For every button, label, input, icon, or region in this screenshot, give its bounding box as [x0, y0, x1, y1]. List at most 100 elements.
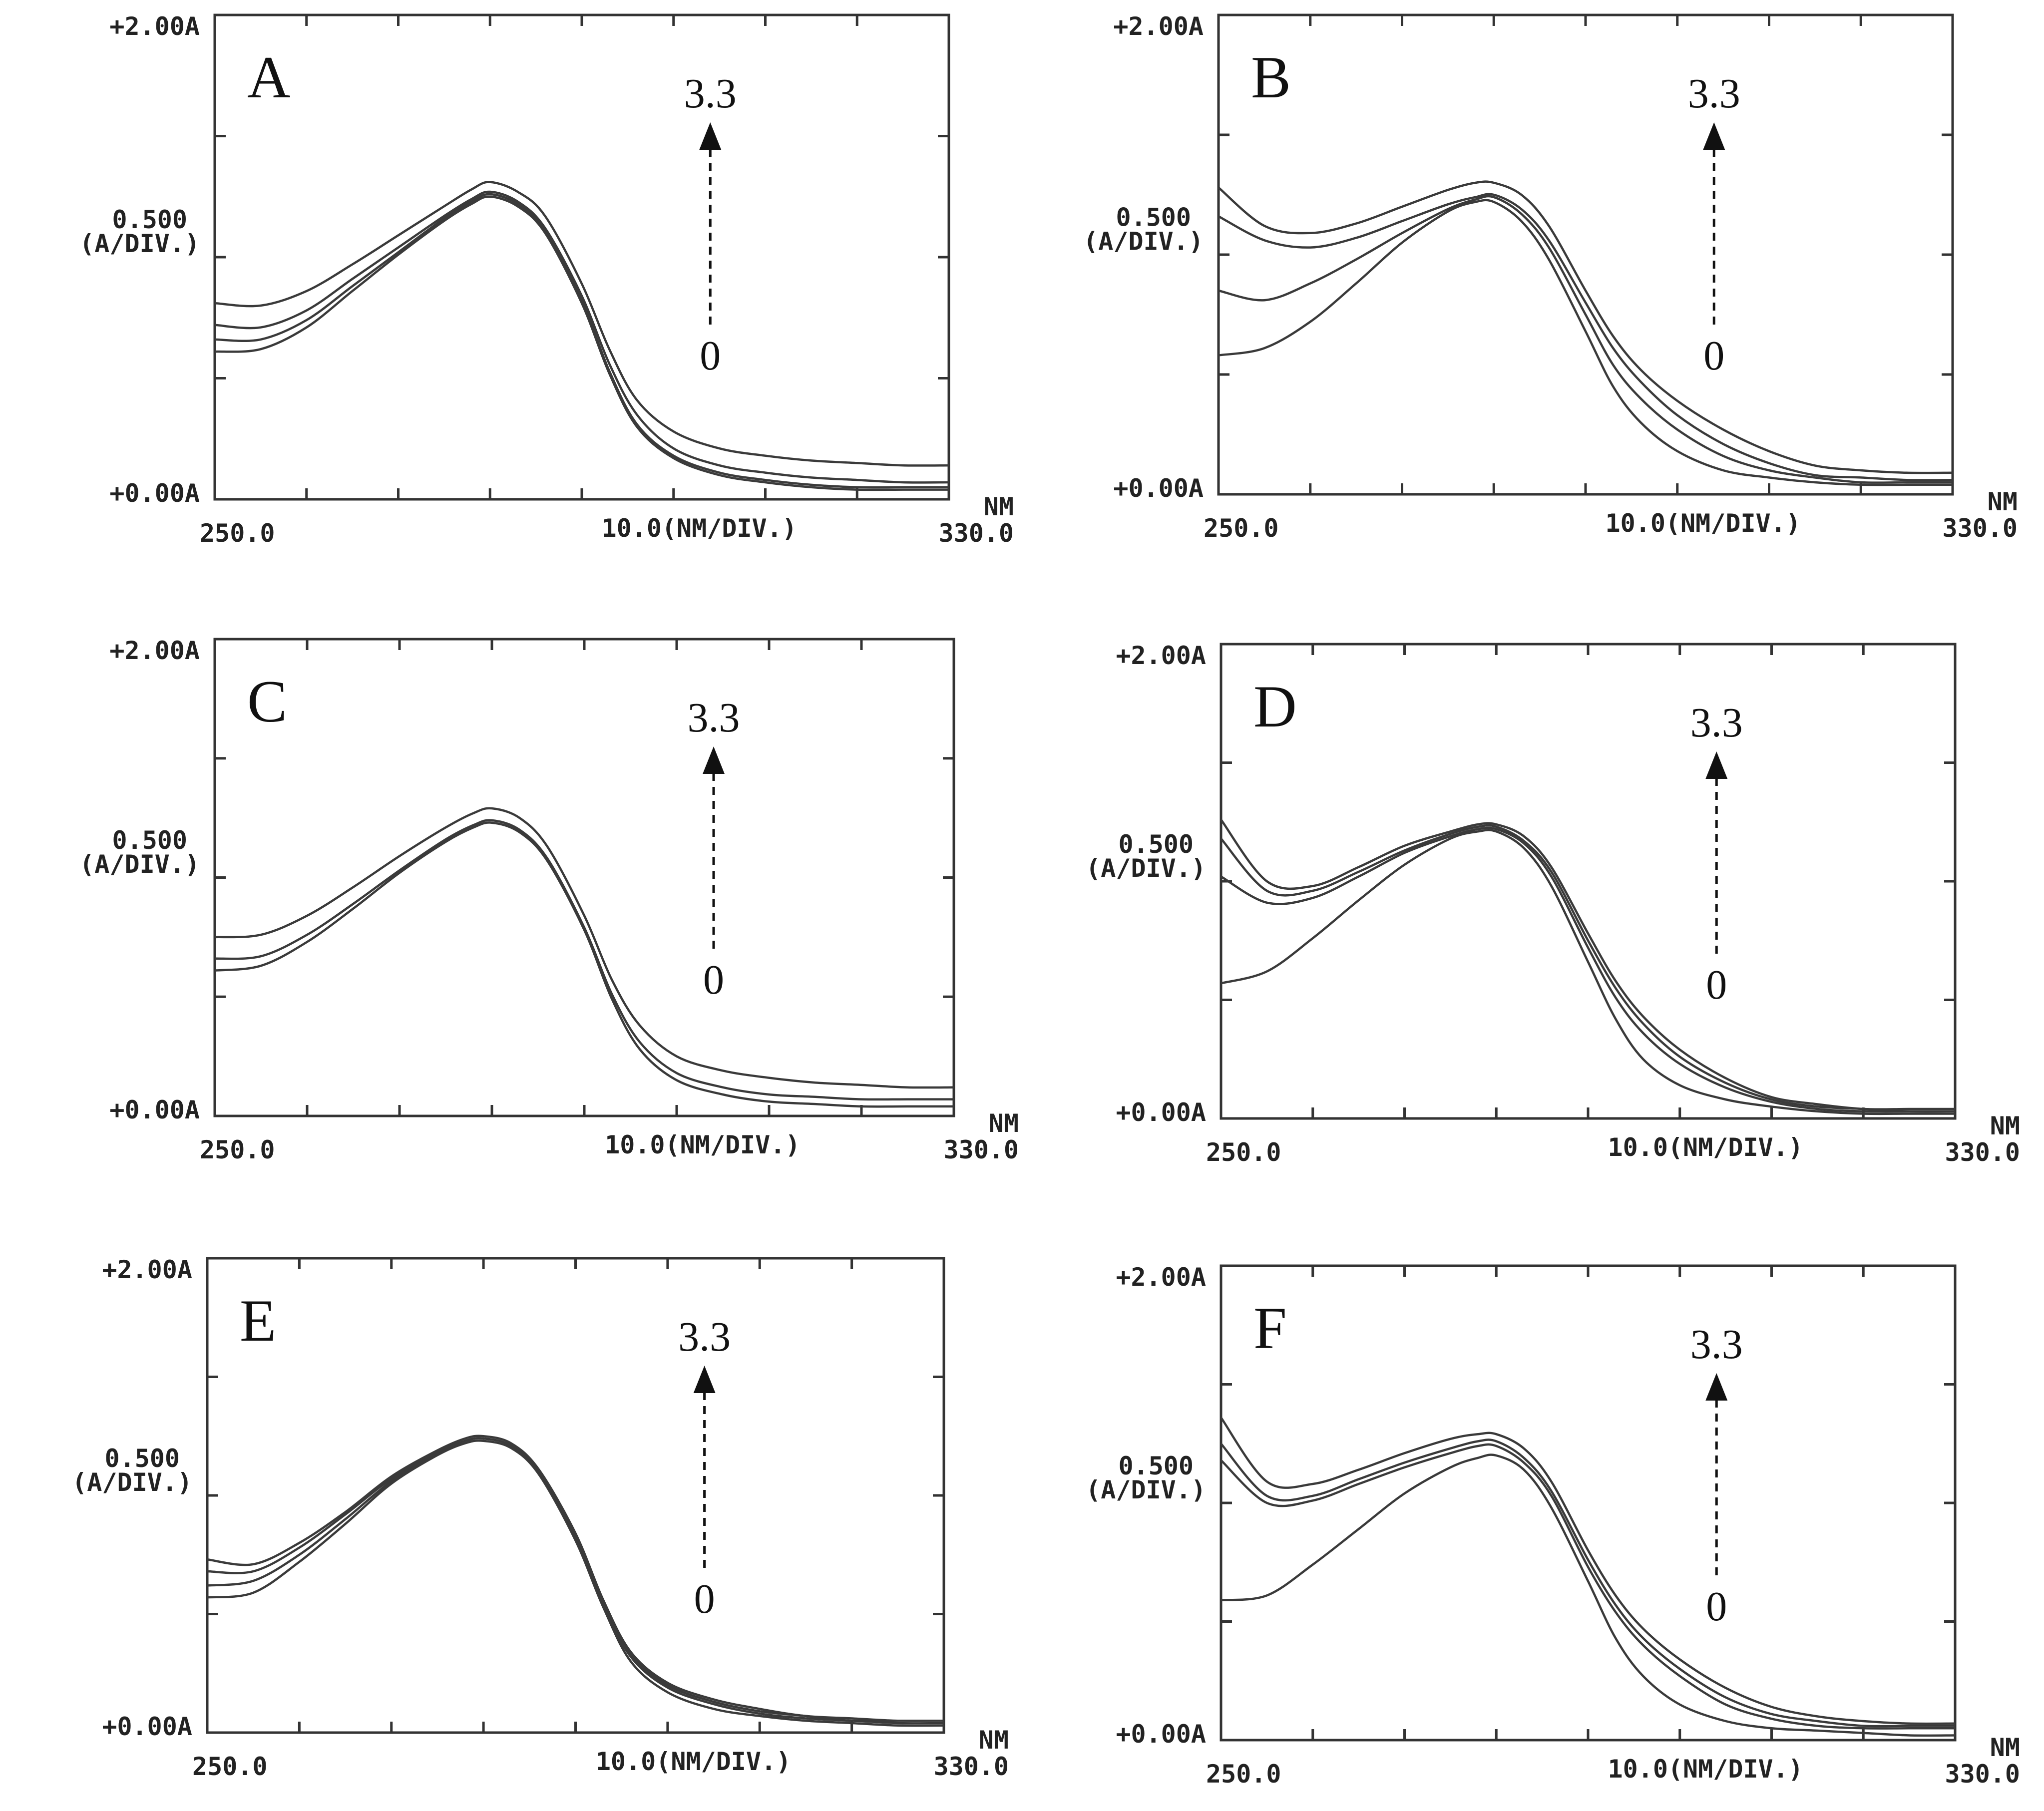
y-unit-label: (A/DIV.) [1083, 227, 1204, 256]
y-mid-label: 0.500 [1116, 203, 1191, 232]
x-scale-label: 10.0(NM/DIV.) [1608, 1133, 1803, 1162]
x-max-label: 330.0 [933, 1752, 1009, 1781]
x-unit-label: NM [989, 1109, 1019, 1138]
y-bottom-label: +0.00A [109, 479, 200, 508]
x-unit-label: NM [1990, 1111, 2020, 1140]
arrow-top-label: 3.3 [1690, 1321, 1743, 1368]
y-top-label: +2.00A [109, 636, 200, 665]
x-unit-label: NM [979, 1726, 1009, 1755]
spectrum-trace-0 [214, 195, 949, 491]
x-min-label: 250.0 [200, 1135, 275, 1164]
x-scale-label: 10.0(NM/DIV.) [602, 514, 797, 543]
spectrum-trace-0 [1221, 1453, 1956, 1737]
x-min-label: 250.0 [1206, 1138, 1281, 1167]
x-max-label: 330.0 [1945, 1760, 2020, 1789]
y-mid-label: 0.500 [104, 1444, 180, 1473]
y-bottom-label: +0.00A [102, 1712, 192, 1741]
x-max-label: 330.0 [1945, 1138, 2020, 1167]
y-mid-label: 0.500 [112, 826, 187, 855]
spectrum-trace-2 [207, 1437, 944, 1723]
spectrum-trace-0 [1218, 199, 1953, 486]
spectrum-trace-3.3 [214, 181, 949, 467]
spectrum-trace-0 [1221, 828, 1955, 1115]
spectrum-trace-1 [207, 1437, 944, 1725]
y-top-label: +2.00A [1116, 1263, 1206, 1292]
spectrum-trace-3.3 [214, 807, 954, 1089]
spectrum-trace-3.3 [1220, 819, 1955, 1110]
spectrum-trace-3.3 [207, 1435, 944, 1722]
spectrum-trace-2 [1220, 824, 1956, 1113]
spectrum-trace-1 [214, 193, 949, 489]
y-top-label: +2.00A [109, 12, 200, 41]
y-mid-label: 0.500 [112, 205, 187, 234]
x-scale-label: 10.0(NM/DIV.) [605, 1130, 800, 1159]
plot-frame [213, 13, 950, 501]
spectrum-trace-2 [1220, 1439, 1955, 1728]
arrow-bottom-label: 0 [703, 957, 724, 1003]
x-min-label: 250.0 [1204, 514, 1279, 543]
x-min-label: 250.0 [200, 519, 275, 548]
x-unit-label: NM [1990, 1733, 2020, 1762]
spectrum-trace-0 [214, 821, 954, 1108]
spectrum-trace-1 [214, 819, 954, 1101]
arrow-bottom-label: 0 [700, 333, 721, 379]
y-bottom-label: +0.00A [1113, 474, 1204, 503]
y-bottom-label: +0.00A [1116, 1098, 1206, 1127]
spectrum-trace-1 [1220, 1443, 1955, 1730]
arrow-head [1705, 751, 1728, 779]
spectrum-trace-0 [207, 1439, 944, 1727]
x-max-label: 330.0 [938, 519, 1014, 548]
panel-letter: D [1253, 673, 1297, 739]
x-scale-label: 10.0(NM/DIV.) [1608, 1755, 1803, 1784]
arrow-top-label: 3.3 [1690, 700, 1743, 746]
spectrum-trace-1 [1220, 826, 1955, 1113]
y-top-label: +2.00A [1113, 12, 1204, 41]
spectrum-trace-3.3 [1218, 180, 1953, 474]
x-max-label: 330.0 [943, 1135, 1019, 1164]
arrow-top-label: 3.3 [1688, 70, 1740, 117]
arrow-head [699, 122, 722, 150]
arrow-head [1703, 122, 1725, 150]
y-top-label: +2.00A [102, 1255, 192, 1284]
panel-letter: A [247, 44, 291, 110]
arrow-bottom-label: 0 [1706, 962, 1727, 1008]
plot-frame [206, 1257, 945, 1734]
y-unit-label: (A/DIV.) [1086, 1475, 1206, 1504]
x-max-label: 330.0 [1942, 514, 2018, 543]
arrow-top-label: 3.3 [684, 70, 737, 117]
spectrum-trace-1 [1218, 195, 1953, 484]
plot-frame [213, 638, 955, 1117]
x-unit-label: NM [1988, 487, 2018, 516]
x-min-label: 250.0 [192, 1752, 268, 1781]
plot-frame [1217, 13, 1954, 496]
spectrum-trace-3.3 [1220, 1417, 1956, 1725]
x-unit-label: NM [984, 492, 1014, 521]
y-bottom-label: +0.00A [109, 1095, 200, 1124]
arrow-head [693, 1366, 716, 1393]
y-unit-label: (A/DIV.) [72, 1468, 192, 1497]
spectrum-trace-2 [214, 190, 949, 484]
arrow-bottom-label: 0 [1703, 333, 1724, 379]
arrow-bottom-label: 0 [1706, 1583, 1727, 1630]
y-unit-label: (A/DIV.) [79, 229, 200, 258]
panel-letter: C [247, 668, 287, 734]
y-top-label: +2.00A [1116, 641, 1206, 670]
arrow-head [1705, 1373, 1728, 1401]
arrow-top-label: 3.3 [678, 1314, 731, 1360]
y-bottom-label: +0.00A [1116, 1720, 1206, 1749]
arrow-top-label: 3.3 [688, 695, 740, 741]
plot-frame [1220, 1264, 1957, 1742]
y-mid-label: 0.500 [1118, 1451, 1194, 1480]
x-scale-label: 10.0(NM/DIV.) [596, 1747, 791, 1776]
panel-letter: B [1251, 44, 1291, 110]
y-mid-label: 0.500 [1118, 830, 1194, 859]
x-scale-label: 10.0(NM/DIV.) [1606, 509, 1801, 538]
spectrum-trace-2 [1218, 193, 1953, 481]
